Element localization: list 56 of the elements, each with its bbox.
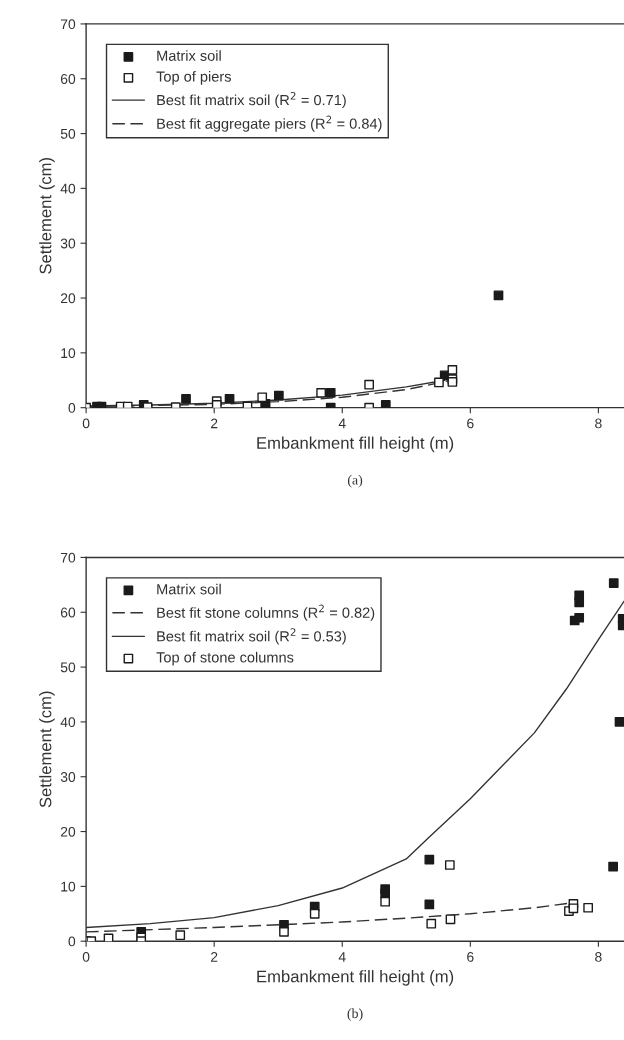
x-axis-title: Embankment fill height (m) — [257, 970, 454, 986]
y-tick-label: 20 — [60, 293, 76, 304]
x-tick-label: 6 — [467, 418, 474, 429]
y-axis-title: Settlement (cm) — [39, 691, 55, 808]
x-tick-label: 8 — [595, 951, 602, 962]
text: (b) — [347, 1008, 363, 1021]
legend-label: Best fit matrix soil (R$^{2}$ = 0.53) — [157, 628, 346, 645]
x-tick-label: 2 — [211, 951, 218, 962]
x-tick-label: 6 — [467, 951, 474, 962]
point — [583, 902, 594, 913]
x-tick-label: 0 — [82, 951, 90, 962]
point — [309, 908, 320, 919]
y-tick-label: 40 — [60, 717, 76, 728]
legend-label: Top of piers — [156, 71, 231, 85]
y-tick-label: 10 — [61, 348, 76, 359]
point — [424, 854, 435, 865]
legend-label: Best fit stone columns (R$^{2}$ = 0.82) — [157, 604, 375, 621]
point — [568, 903, 579, 914]
point — [574, 597, 585, 608]
x-tick-label: 4 — [338, 418, 346, 429]
y-tick-label: 30 — [60, 238, 76, 249]
point — [279, 927, 289, 937]
y-tick-label: 70 — [60, 552, 76, 563]
point — [426, 918, 437, 929]
point — [444, 860, 455, 870]
y-tick-label: 70 — [60, 19, 76, 30]
y-tick-label: 10 — [61, 881, 76, 892]
point — [614, 717, 624, 727]
y-tick-label: 50 — [60, 128, 76, 139]
y-tick-label: 0 — [68, 403, 76, 413]
x-tick-label: 4 — [338, 952, 346, 962]
legend-label: Matrix soil — [157, 50, 221, 61]
x-tick-label: 8 — [595, 418, 602, 429]
x-tick-label: 2 — [211, 418, 218, 429]
y-tick-label: 50 — [60, 662, 76, 673]
point — [424, 899, 435, 910]
x-axis-title: Embankment fill height (m) — [257, 436, 454, 453]
y-tick-label: 30 — [60, 772, 76, 782]
legend-label: Best fit matrix soil (R$^{2}$ = 0.71) — [157, 91, 346, 109]
y-tick-label: 60 — [60, 74, 76, 84]
y-tick-label: 60 — [60, 607, 76, 618]
x-tick-label: 0 — [82, 418, 90, 429]
text: (a) — [347, 474, 363, 488]
legend-label: Matrix soil — [157, 583, 221, 595]
y-tick-label: 20 — [60, 826, 76, 837]
point — [574, 612, 585, 623]
point — [175, 930, 186, 941]
point — [380, 896, 391, 907]
legend-label: Best fit aggregate piers (R$^{2}$ = 0.84) — [157, 115, 382, 132]
y-tick-label: 0 — [68, 936, 76, 947]
point — [608, 578, 619, 589]
y-axis-title: Settlement (cm) — [39, 158, 55, 274]
legend-label: Top of stone columns — [156, 651, 294, 666]
point — [445, 914, 456, 925]
y-tick-label: 40 — [60, 183, 76, 194]
point — [608, 861, 618, 872]
